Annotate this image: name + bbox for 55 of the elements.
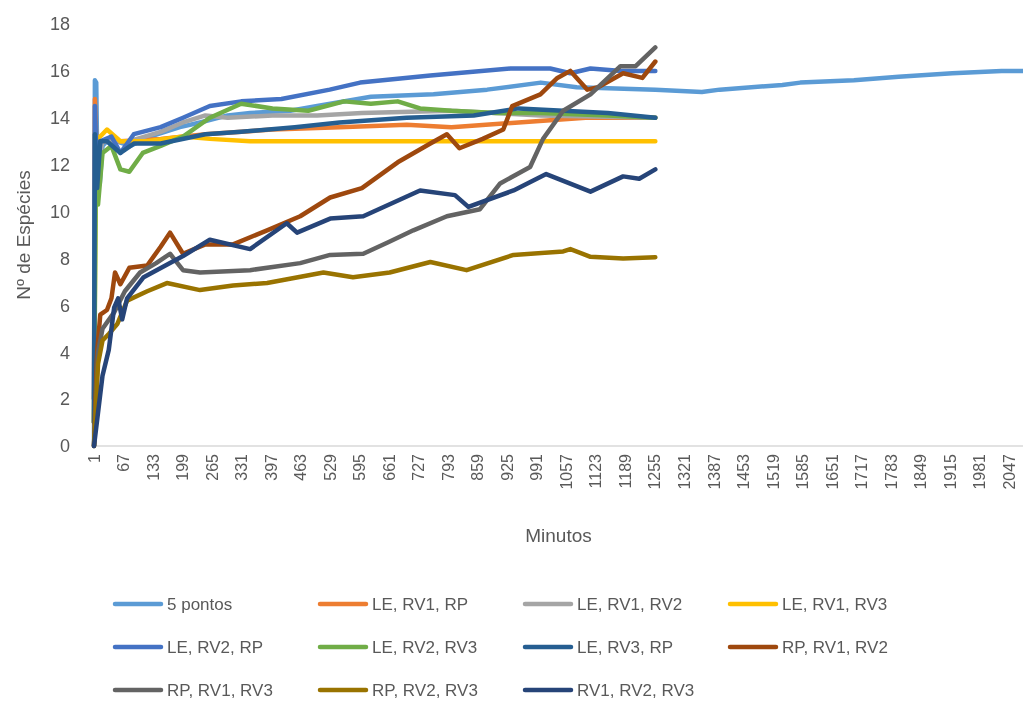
x-tick-label: 1651 [823,453,841,490]
y-tick-label: 12 [49,154,70,175]
y-tick-label: 18 [49,14,70,35]
x-tick-label: 1321 [676,453,694,490]
x-tick-label: 595 [351,453,369,481]
legend-label: LE, RV3, RP [577,637,674,657]
legend-label: LE, RV1, RP [372,594,469,614]
x-tick-label: 463 [292,453,310,481]
x-tick-label: 1255 [646,453,664,490]
x-tick-label: 1057 [557,453,575,490]
y-tick-label: 6 [59,295,70,316]
x-tick-label: 1981 [971,453,989,490]
x-tick-label: 925 [498,453,516,481]
x-tick-label: 661 [380,453,398,481]
y-tick-label: 4 [59,342,70,363]
x-tick-label: 1 [85,453,103,463]
y-axis-title: Nº de Espécies [13,170,34,300]
x-tick-label: 991 [528,453,546,481]
x-tick-label: 1717 [853,453,871,490]
x-tick-label: 2047 [1000,453,1018,490]
legend-label: RP, RV1, RV2 [782,637,888,657]
x-tick-label: 529 [321,453,339,481]
x-tick-label: 727 [410,453,428,481]
x-tick-label: 793 [439,453,457,481]
legend-label: LE, RV1, RV2 [577,594,683,614]
x-tick-label: 331 [233,453,251,481]
x-tick-label: 1387 [705,453,723,490]
x-tick-label: 1849 [912,453,930,490]
x-tick-label: 1189 [616,453,634,489]
x-tick-label: 397 [262,453,280,481]
y-tick-label: 2 [59,389,70,410]
legend-label: LE, RV2, RV3 [372,637,478,657]
x-tick-label: 1783 [882,453,900,490]
x-tick-label: 67 [115,453,133,472]
legend-label: 5 pontos [167,594,233,614]
legend-label: RP, RV2, RV3 [372,680,478,700]
x-tick-label: 859 [469,453,487,481]
y-tick-label: 10 [49,201,70,222]
x-axis-title: Minutos [525,525,592,546]
x-tick-label: 1123 [587,453,605,489]
y-tick-label: 14 [49,108,70,129]
y-tick-label: 0 [59,436,70,457]
legend-label: LE, RV2, RP [167,637,264,657]
legend-label: RV1, RV2, RV3 [577,680,695,700]
x-tick-label: 133 [144,453,162,481]
legend-label: LE, RV1, RV3 [782,594,888,614]
x-tick-label: 265 [203,453,221,481]
legend-label: RP, RV1, RV3 [167,680,273,700]
x-tick-label: 1585 [794,453,812,490]
x-tick-label: 1453 [735,453,753,490]
y-tick-label: 16 [49,61,70,82]
x-tick-label: 1519 [764,453,782,490]
y-tick-label: 8 [59,248,70,269]
x-tick-label: 1915 [941,453,959,490]
x-tick-label: 199 [174,453,192,481]
